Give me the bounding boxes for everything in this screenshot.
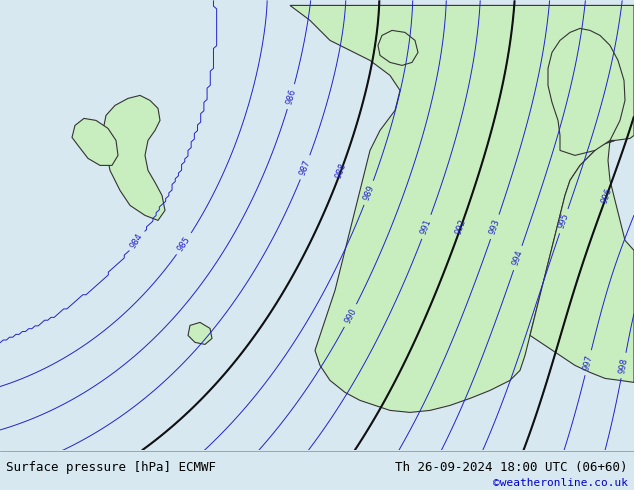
Polygon shape xyxy=(530,141,634,382)
Text: 991: 991 xyxy=(420,218,434,236)
Polygon shape xyxy=(290,5,634,413)
Text: 989: 989 xyxy=(362,184,376,202)
Text: 987: 987 xyxy=(298,158,312,176)
Text: ©weatheronline.co.uk: ©weatheronline.co.uk xyxy=(493,478,628,488)
Text: 986: 986 xyxy=(285,88,297,105)
Text: 997: 997 xyxy=(582,354,595,371)
Text: Surface pressure [hPa] ECMWF: Surface pressure [hPa] ECMWF xyxy=(6,461,216,474)
Text: 984: 984 xyxy=(129,232,145,250)
Text: 998: 998 xyxy=(618,357,630,374)
Polygon shape xyxy=(72,119,118,166)
Polygon shape xyxy=(188,322,212,344)
Text: 992: 992 xyxy=(454,218,468,236)
Text: 996: 996 xyxy=(600,187,614,205)
Polygon shape xyxy=(548,28,625,155)
Text: 995: 995 xyxy=(557,212,571,230)
Text: 988: 988 xyxy=(334,161,348,179)
Text: 985: 985 xyxy=(176,235,192,253)
Text: 990: 990 xyxy=(343,307,358,325)
Text: 994: 994 xyxy=(511,249,524,267)
Text: 993: 993 xyxy=(488,218,501,236)
Text: Th 26-09-2024 18:00 UTC (06+60): Th 26-09-2024 18:00 UTC (06+60) xyxy=(395,461,628,474)
Polygon shape xyxy=(103,96,165,220)
Polygon shape xyxy=(378,30,418,65)
